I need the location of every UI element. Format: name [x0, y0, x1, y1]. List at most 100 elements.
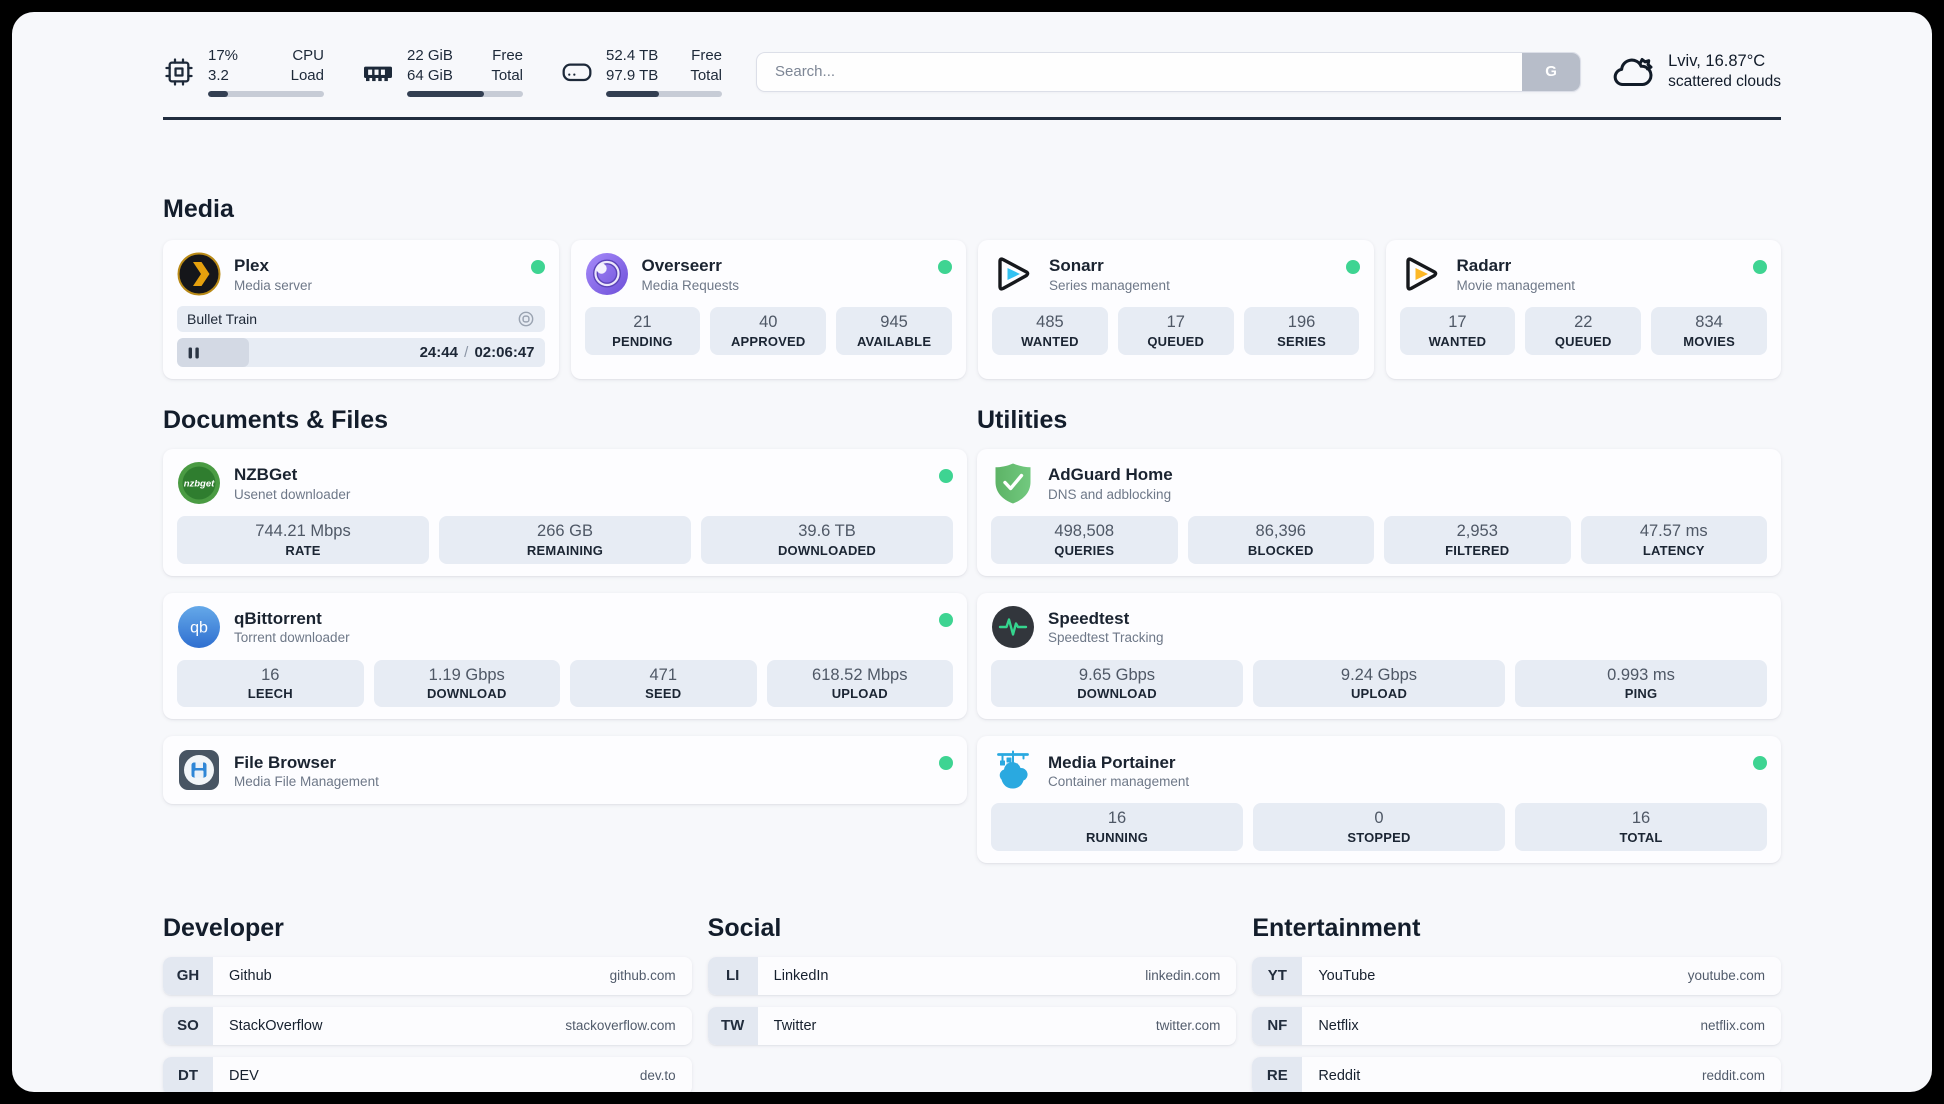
stat-box: 40 APPROVED — [710, 307, 827, 355]
stat-label: LATENCY — [1642, 542, 1705, 558]
stat-label: QUEUED — [1147, 333, 1205, 349]
stat-label: STOPPED — [1347, 829, 1411, 845]
stat-box: 9.65 Gbps DOWNLOAD — [991, 659, 1243, 708]
stat-progress-fill — [208, 91, 228, 97]
utilities-stack: AdGuard Home DNS and adblocking 498,508 … — [977, 449, 1781, 863]
stat-value: 0.993 ms — [1607, 665, 1675, 684]
stat-label-top: Free — [492, 47, 523, 64]
stat-value: 16 — [1631, 809, 1651, 828]
app-name: AdGuard Home — [1048, 465, 1173, 485]
app-card-adguard-home[interactable]: AdGuard Home DNS and adblocking 498,508 … — [977, 449, 1781, 576]
app-card-nzbget[interactable]: nzbget NZBGet Usenet downloader 744.21 M… — [163, 449, 967, 576]
stat-box: 0.993 ms PING — [1515, 659, 1767, 708]
radarr-icon — [1400, 252, 1444, 296]
stat-value: 86,396 — [1255, 522, 1306, 540]
now-playing-row: Bullet Train — [177, 306, 545, 332]
stat-box: 17 QUEUED — [1117, 307, 1234, 355]
stat-label: WANTED — [1428, 333, 1487, 349]
stat-box: 266 GB REMAINING — [439, 516, 691, 564]
stat-value: 498,508 — [1054, 522, 1115, 540]
stat-box: 16 TOTAL — [1515, 803, 1767, 851]
link-name: Netflix — [1318, 1017, 1359, 1034]
stat-label: WANTED — [1021, 333, 1079, 349]
stat-label: DOWNLOAD — [426, 686, 507, 702]
stat-value: 945 — [880, 313, 908, 331]
stat-label: RUNNING — [1085, 829, 1149, 845]
documents-stack: nzbget NZBGet Usenet downloader 744.21 M… — [163, 449, 967, 805]
stat-value: 40 — [759, 313, 778, 331]
player-progress-bar[interactable]: 24:44 / 02:06:47 — [177, 338, 545, 367]
search-box: G — [756, 51, 1582, 92]
cpu-icon — [163, 56, 195, 88]
stat-box: 21 PENDING — [584, 307, 701, 355]
link-row-github[interactable]: GH Github github.com — [163, 956, 692, 995]
search-engine-button[interactable]: G — [1522, 52, 1581, 91]
app-card-qbittorrent[interactable]: qb qBittorrent Torrent downloader 16 LEE… — [163, 592, 967, 720]
link-row-dev[interactable]: DT DEV dev.to — [163, 1056, 692, 1092]
status-dot — [530, 260, 545, 274]
status-dot — [1753, 260, 1767, 274]
link-row-linkedin[interactable]: LI LinkedIn linkedin.com — [707, 956, 1237, 995]
stat-label: QUEUED — [1554, 333, 1612, 349]
stat-box: 86,396 BLOCKED — [1187, 516, 1374, 564]
stat-label: PING — [1624, 686, 1658, 702]
stat-value: 39.6 TB — [798, 522, 856, 540]
link-domain: linkedin.com — [1145, 968, 1221, 984]
stat-box: 471 SEED — [570, 659, 757, 708]
link-name: LinkedIn — [773, 967, 829, 984]
overseerr-icon — [585, 252, 629, 296]
link-badge: NF — [1252, 1006, 1303, 1045]
link-name: DEV — [229, 1067, 259, 1084]
stat-value-bottom: 97.9 TB — [606, 66, 659, 84]
stat-progress-track — [606, 91, 722, 97]
stat-value: 9.24 Gbps — [1340, 665, 1418, 684]
app-card-overseerr[interactable]: Overseerr Media Requests 21 PENDING 40 A… — [570, 240, 966, 379]
status-dot — [938, 260, 952, 274]
stat-value-top: 52.4 TB — [606, 47, 659, 64]
link-row-youtube[interactable]: YT YouTube youtube.com — [1252, 956, 1781, 995]
qbittorrent-icon: qb — [177, 605, 221, 649]
app-card-media-portainer[interactable]: Media Portainer Container management 16 … — [977, 736, 1781, 863]
link-row-reddit[interactable]: RE Reddit reddit.com — [1252, 1056, 1781, 1092]
stat-box: 498,508 QUERIES — [991, 516, 1178, 564]
app-card-sonarr[interactable]: Sonarr Series management 485 WANTED 17 Q… — [978, 240, 1374, 379]
link-row-stackoverflow[interactable]: SO StackOverflow stackoverflow.com — [163, 1006, 692, 1045]
weather-condition: scattered clouds — [1668, 73, 1781, 91]
app-card-plex[interactable]: Plex Media server Bullet Train 24:44 / 0… — [163, 240, 559, 379]
pause-icon[interactable] — [187, 346, 201, 360]
system-stat: 52.4 TB Free 97.9 TB Total — [561, 46, 722, 97]
now-playing-title: Bullet Train — [187, 311, 258, 327]
time-elapsed: 24:44 — [419, 344, 458, 361]
stat-value: 22 — [1574, 313, 1593, 331]
stat-box: 2,953 FILTERED — [1384, 516, 1571, 564]
link-row-netflix[interactable]: NF Netflix netflix.com — [1252, 1006, 1781, 1045]
link-section-title: Social — [707, 913, 782, 942]
top-header: 17% CPU 3.2 Load 22 GiB Free 64 GiB Tota… — [163, 12, 1781, 97]
stat-value: 0 — [1374, 809, 1384, 828]
status-dot — [1753, 756, 1767, 771]
stat-value-bottom: 3.2 — [208, 66, 229, 84]
filebrowser-icon — [177, 748, 221, 792]
stat-label: REMAINING — [526, 542, 604, 558]
link-name: StackOverflow — [229, 1017, 323, 1034]
dashboard-panel: 17% CPU 3.2 Load 22 GiB Free 64 GiB Tota… — [12, 12, 1932, 1092]
app-card-speedtest[interactable]: Speedtest Speedtest Tracking 9.65 Gbps D… — [977, 592, 1781, 720]
app-card-file-browser[interactable]: File Browser Media File Management — [163, 736, 967, 805]
app-card-radarr[interactable]: Radarr Movie management 17 WANTED 22 QUE… — [1385, 240, 1781, 379]
stat-label-bottom: Total — [491, 66, 523, 84]
stat-value: 744.21 Mbps — [255, 522, 351, 540]
stat-box: 47.57 ms LATENCY — [1580, 516, 1767, 564]
link-domain: github.com — [609, 968, 676, 984]
stat-label-bottom: Total — [690, 66, 722, 84]
link-row-twitter[interactable]: TW Twitter twitter.com — [707, 1006, 1237, 1045]
stat-value: 16 — [1107, 809, 1127, 828]
stat-value-bottom: 64 GiB — [407, 66, 453, 84]
app-subtitle: Speedtest Tracking — [1048, 630, 1164, 646]
stat-box: 0 STOPPED — [1253, 803, 1505, 851]
app-name: Sonarr — [1049, 256, 1104, 276]
stat-label-bottom: Load — [290, 66, 324, 84]
search-input[interactable] — [757, 52, 1523, 91]
stat-value: 17 — [1166, 313, 1185, 331]
app-subtitle: Media server — [234, 277, 313, 293]
weather-widget: Lviv, 16.87°C scattered clouds — [1611, 51, 1781, 93]
